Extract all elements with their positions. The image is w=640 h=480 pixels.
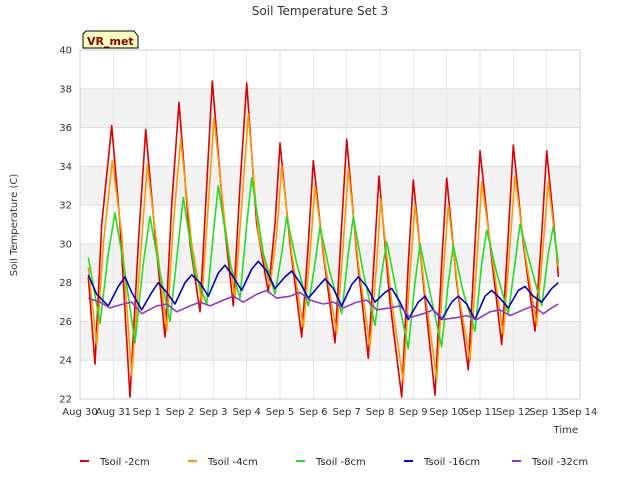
legend-label: Tsoil -8cm [315, 457, 366, 468]
series-line-tsoil-8cm [87, 177, 560, 350]
series-lines [87, 80, 560, 398]
y-tick-label: 22 [59, 395, 72, 406]
x-tick-label: Sep 7 [332, 407, 360, 418]
y-axis-ticks: 22 24 26 28 30 32 34 36 38 40 [59, 46, 72, 406]
grid-band [80, 166, 580, 206]
y-tick-label: 28 [59, 278, 72, 289]
x-tick-label: Sep 14 [563, 407, 598, 418]
plot-border [79, 49, 581, 400]
x-tick-label: Sep 5 [266, 407, 294, 418]
y-tick-label: 40 [59, 46, 72, 57]
x-tick-label: Sep 6 [299, 407, 327, 418]
x-tick-label: Sep 11 [463, 407, 498, 418]
series-line-tsoil-2cm [87, 80, 560, 398]
badge-box [82, 30, 139, 49]
x-tick-label: Sep 12 [496, 407, 531, 418]
y-tick-label: 26 [59, 317, 72, 328]
chart-title: Soil Temperature Set 3 [252, 4, 388, 18]
grid-band [80, 321, 580, 361]
grid-bands [80, 88, 580, 361]
legend-label: Tsoil -16cm [423, 457, 480, 468]
y-tick-label: 24 [59, 356, 72, 367]
badge-label: VR_met [87, 35, 134, 48]
legend-label: Tsoil -4cm [207, 457, 258, 468]
y-tick-label: 36 [59, 123, 72, 134]
x-tick-label: Sep 13 [529, 407, 564, 418]
x-tick-label: Aug 31 [96, 407, 131, 418]
y-tick-label: 32 [59, 201, 72, 212]
y-tick-label: 34 [59, 162, 72, 173]
y-tick-label: 38 [59, 84, 72, 95]
x-tick-label: Sep 8 [366, 407, 394, 418]
x-tick-label: Sep 4 [232, 407, 260, 418]
x-tick-label: Sep 1 [132, 407, 160, 418]
series-line-tsoil-16cm [87, 260, 559, 321]
x-tick-label: Sep 3 [199, 407, 227, 418]
x-tick-label: Sep 2 [166, 407, 194, 418]
x-tick-label: Sep 10 [429, 407, 464, 418]
grid-band [80, 243, 580, 283]
y-tick-label: 30 [59, 239, 72, 250]
y-axis-label: Soil Temperature (C) [9, 174, 20, 277]
x-axis-label: Time [553, 425, 578, 436]
grid-band [80, 88, 580, 128]
legend-label: Tsoil -2cm [99, 457, 150, 468]
series-line-tsoil-32cm [88, 289, 559, 321]
x-tick-label: Aug 30 [62, 407, 97, 418]
x-tick-label: Sep 9 [399, 407, 427, 418]
legend: Tsoil -2cm Tsoil -4cm Tsoil -8cm Tsoil -16c… [80, 457, 588, 468]
station-badge: VR_met [82, 30, 139, 49]
legend-label: Tsoil -32cm [531, 457, 588, 468]
